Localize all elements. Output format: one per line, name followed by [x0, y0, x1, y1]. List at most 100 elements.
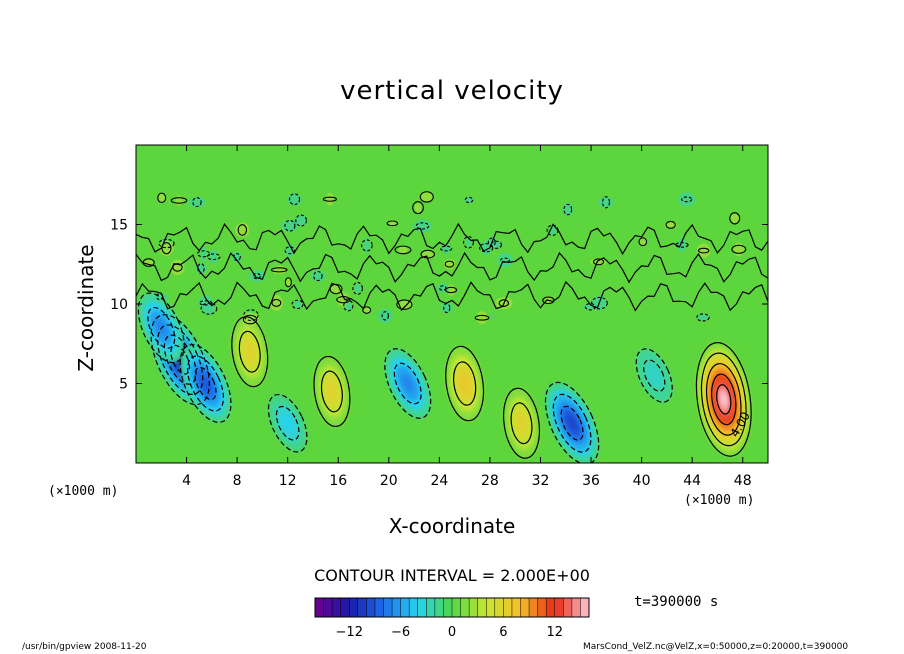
- field-cell: [720, 393, 727, 406]
- plot-area: [135, 144, 769, 464]
- contour-line: [563, 203, 573, 216]
- contour-line: [445, 286, 458, 294]
- colorbar-cell: [529, 598, 539, 617]
- contour-line: [295, 214, 307, 227]
- colorbar-cell: [349, 598, 359, 617]
- colorbar-cell: [332, 598, 342, 617]
- colorbar-cell: [315, 598, 325, 617]
- contour-line: [592, 258, 605, 266]
- field-cell: [730, 213, 740, 223]
- x-tick-label: 4: [182, 473, 191, 489]
- colorbar-cell: [469, 598, 479, 617]
- contour-line: [313, 355, 351, 427]
- colorbar-cell: [383, 598, 393, 617]
- field-cell: [363, 237, 371, 254]
- x-tick-label: 16: [329, 473, 347, 489]
- contour-line: [243, 309, 259, 322]
- colorbar-cell: [357, 598, 367, 617]
- contour-line: [729, 212, 741, 225]
- contour-line: [700, 352, 747, 447]
- contour-line: [284, 277, 292, 288]
- x-tick-label: 24: [430, 473, 448, 489]
- field-cell: [310, 270, 326, 282]
- contour-line: [602, 196, 611, 209]
- contour-line: [445, 345, 485, 422]
- contour-line: [136, 251, 768, 284]
- contour-line: [474, 314, 490, 321]
- contour-line: [665, 220, 676, 229]
- contour-line: [393, 362, 422, 405]
- colorbar-cell: [537, 598, 547, 617]
- x-axis: 4 8 12 16 20 24 28 32 36 40 44 48: [182, 145, 752, 489]
- colorbar-cell: [520, 598, 530, 617]
- x-tick-label: 12: [279, 473, 297, 489]
- colorbar-tick-label: 12: [546, 625, 563, 640]
- colorbar-cell: [409, 598, 419, 617]
- field-cell: [402, 374, 414, 393]
- field-cell: [696, 243, 711, 258]
- field-cell: [664, 221, 677, 228]
- field-cell: [294, 300, 301, 309]
- field-cell: [398, 246, 408, 254]
- contour-line: [544, 381, 600, 463]
- contour-line: [412, 201, 424, 215]
- colorbar-cell: [503, 598, 513, 617]
- contour-line: [136, 222, 768, 256]
- colorbar-cell: [477, 598, 487, 617]
- contour-line: [381, 311, 389, 321]
- contour-line: [158, 238, 175, 249]
- y-axis: 5 10 15: [110, 218, 768, 393]
- field-cell: [209, 249, 218, 264]
- contour-line: [439, 285, 447, 291]
- contour-line: [444, 260, 455, 268]
- field-cell: [327, 382, 337, 401]
- x-unit-label-right: (×1000 m): [684, 493, 755, 508]
- field-cell: [281, 413, 295, 433]
- contour-line: [170, 197, 188, 204]
- contour-line: [157, 324, 204, 395]
- contour-line: [206, 253, 221, 261]
- colorbar-cell: [563, 598, 573, 617]
- contour-line: [238, 330, 261, 373]
- colorbar-cell: [494, 598, 504, 617]
- contour-line: [498, 299, 510, 308]
- colorbar-cell: [323, 598, 333, 617]
- field-cell: [447, 284, 456, 296]
- field-cell: [326, 192, 334, 206]
- time-label: t=390000 s: [634, 594, 719, 610]
- contour-line: [440, 245, 453, 252]
- colorbar-cell: [452, 598, 462, 617]
- x-tick-label: 40: [633, 473, 651, 489]
- contour-line: [419, 191, 434, 203]
- contour-line: [242, 314, 258, 325]
- contour-line: [695, 342, 752, 457]
- contour-line: [275, 405, 300, 441]
- y-tick-label: 10: [110, 297, 128, 313]
- contour-line: [271, 298, 282, 307]
- footer-right: MarsCond_VelZ.nc@VelZ,x=0:50000,z=0:2000…: [583, 642, 849, 652]
- field-cell: [517, 414, 526, 432]
- field-cell: [245, 342, 255, 361]
- contour-line: [267, 393, 308, 453]
- x-tick-label: 44: [683, 473, 701, 489]
- field-cell: [421, 191, 433, 203]
- contour-line: [150, 314, 210, 406]
- contour-line: [284, 219, 296, 232]
- chart-title: vertical velocity: [340, 76, 564, 106]
- field-cell: [150, 293, 169, 300]
- contour-line: [386, 220, 399, 227]
- contour-line: [284, 246, 296, 255]
- field-cell: [344, 300, 352, 311]
- x-tick-label: 28: [481, 473, 499, 489]
- colorbar-tick-label: −12: [336, 625, 363, 640]
- contour-interval: CONTOUR INTERVAL = 2.000E+00: [314, 566, 590, 585]
- field-cell: [497, 252, 513, 268]
- colorbar-tick-label: −6: [391, 625, 410, 640]
- contour-line: [705, 363, 742, 436]
- contour-line: [352, 281, 363, 295]
- contour-line: [322, 196, 337, 202]
- contour-line: [696, 313, 710, 322]
- contour-line: [136, 280, 768, 312]
- colorbar-cell: [443, 598, 453, 617]
